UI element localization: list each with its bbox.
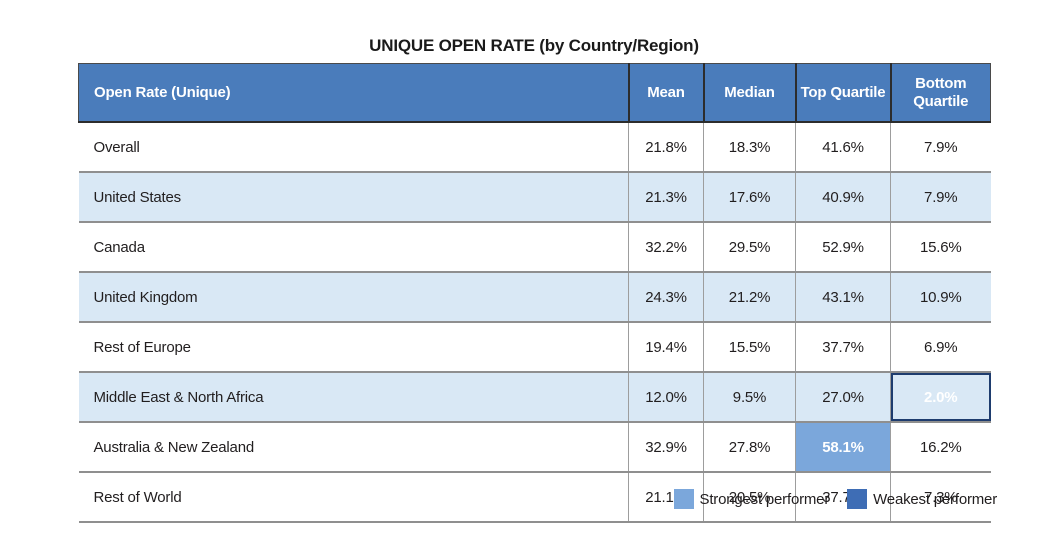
median-value: 20.5% bbox=[703, 471, 796, 523]
mean-value: 32.9% bbox=[628, 421, 704, 472]
legend-item-weakest: Weakest performer bbox=[847, 489, 997, 509]
mean-value: 21.3% bbox=[628, 171, 704, 222]
row-label: United Kingdom bbox=[78, 271, 629, 322]
median-value: 17.6% bbox=[703, 171, 796, 222]
mean-value: 12.0% bbox=[628, 371, 704, 422]
bottom-quartile-value: 7.3% bbox=[890, 471, 991, 523]
table-title: UNIQUE OPEN RATE (by Country/Region) bbox=[369, 36, 699, 55]
header-bottom-quartile: Bottom Quartile bbox=[889, 63, 991, 123]
mean-value: 24.3% bbox=[628, 271, 704, 322]
legend: Strongest performer Weakest performer bbox=[78, 489, 997, 509]
median-value: 18.3% bbox=[703, 121, 796, 172]
row-label: Rest of Europe bbox=[78, 321, 629, 372]
open-rate-table: Open Rate (Unique) Mean Median Top Quart… bbox=[78, 63, 991, 523]
mean-value: 21.1% bbox=[628, 471, 704, 523]
row-label: Middle East & North Africa bbox=[78, 371, 629, 422]
bottom-quartile-value: 15.6% bbox=[890, 221, 991, 272]
top-quartile-value: 40.9% bbox=[795, 171, 891, 222]
median-value: 27.8% bbox=[703, 421, 796, 472]
weakest-performer-cell: 2.0% bbox=[890, 371, 991, 422]
top-quartile-value: 37.7% bbox=[795, 471, 891, 523]
median-value: 15.5% bbox=[703, 321, 796, 372]
legend-item-strongest: Strongest performer bbox=[673, 489, 830, 509]
header-label-column: Open Rate (Unique) bbox=[78, 63, 629, 123]
row-label: Rest of World bbox=[78, 471, 629, 523]
table-header-row: Open Rate (Unique) Mean Median Top Quart… bbox=[78, 63, 991, 123]
median-value: 21.2% bbox=[703, 271, 796, 322]
row-label: United States bbox=[78, 171, 629, 222]
mean-value: 32.2% bbox=[628, 221, 704, 272]
top-quartile-value: 27.0% bbox=[795, 371, 891, 422]
top-quartile-value: 52.9% bbox=[795, 221, 891, 272]
bottom-quartile-value: 7.9% bbox=[890, 121, 991, 172]
legend-strongest-label: Strongest performer bbox=[699, 490, 830, 508]
header-mean: Mean bbox=[627, 63, 704, 123]
legend-weakest-label: Weakest performer bbox=[873, 490, 997, 508]
table-row: Rest of Europe 19.4% 15.5% 37.7% 6.9% bbox=[78, 321, 991, 372]
bottom-quartile-value: 7.9% bbox=[890, 171, 991, 222]
table-row: Rest of World 21.1% 20.5% 37.7% 7.3% bbox=[78, 471, 991, 523]
table-row: Middle East & North Africa 12.0% 9.5% 27… bbox=[78, 371, 991, 422]
table-row: Australia & New Zealand 32.9% 27.8% 58.1… bbox=[78, 421, 991, 472]
bottom-quartile-value: 6.9% bbox=[890, 321, 991, 372]
mean-value: 21.8% bbox=[628, 121, 704, 172]
header-top-quartile: Top Quartile bbox=[794, 63, 891, 123]
median-value: 29.5% bbox=[703, 221, 796, 272]
bottom-quartile-value: 16.2% bbox=[890, 421, 991, 472]
strongest-performer-cell: 58.1% bbox=[795, 421, 891, 472]
row-label: Canada bbox=[78, 221, 629, 272]
row-label: Australia & New Zealand bbox=[78, 421, 629, 472]
top-quartile-value: 41.6% bbox=[795, 121, 891, 172]
header-median: Median bbox=[702, 63, 796, 123]
row-label: Overall bbox=[78, 121, 629, 172]
median-value: 9.5% bbox=[703, 371, 796, 422]
strongest-performer-swatch-icon bbox=[673, 489, 694, 509]
top-quartile-value: 43.1% bbox=[795, 271, 891, 322]
bottom-quartile-value: 10.9% bbox=[890, 271, 991, 322]
table-row: Overall 21.8% 18.3% 41.6% 7.9% bbox=[78, 121, 991, 172]
mean-value: 19.4% bbox=[628, 321, 704, 372]
table-row: United States 21.3% 17.6% 40.9% 7.9% bbox=[78, 171, 991, 222]
top-quartile-value: 37.7% bbox=[795, 321, 891, 372]
table-row: United Kingdom 24.3% 21.2% 43.1% 10.9% bbox=[78, 271, 991, 322]
table-row: Canada 32.2% 29.5% 52.9% 15.6% bbox=[78, 221, 991, 272]
weakest-performer-swatch-icon bbox=[847, 489, 868, 509]
